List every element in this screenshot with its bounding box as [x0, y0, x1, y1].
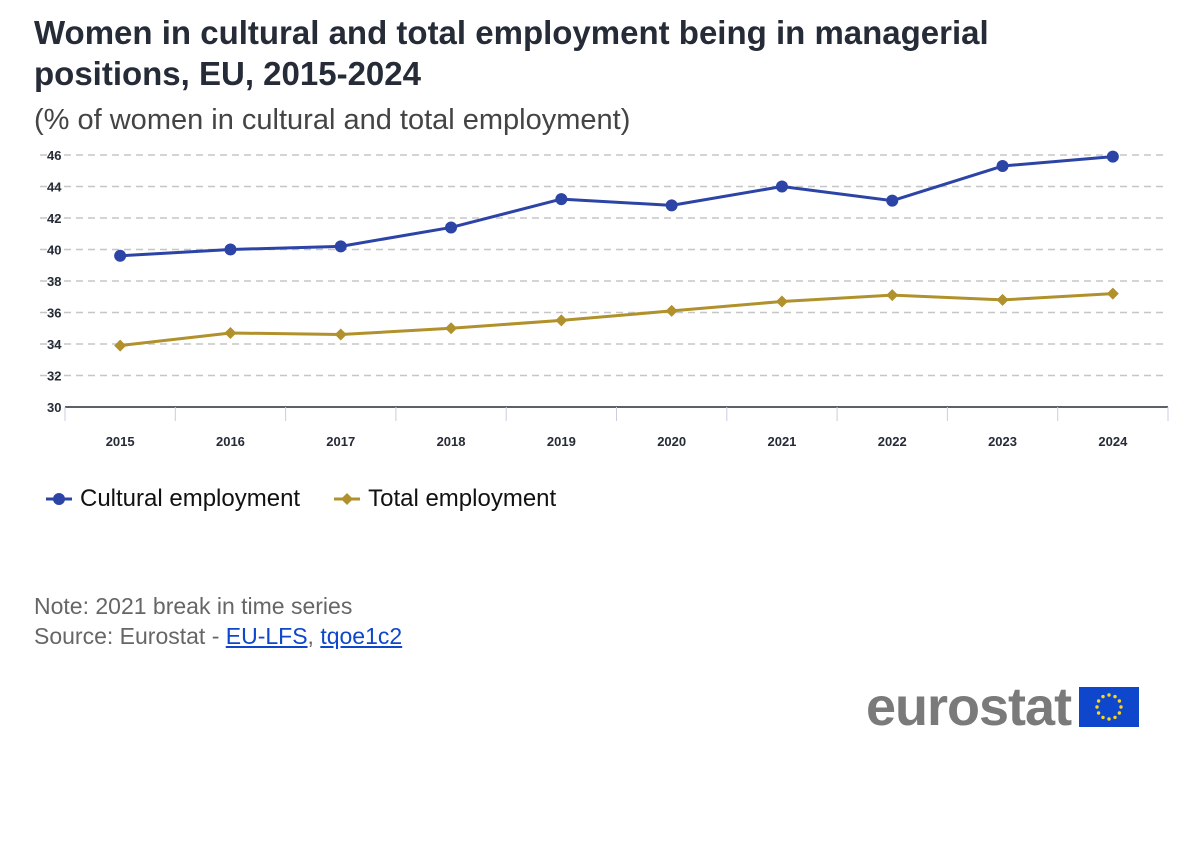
y-tick-label: 34 [47, 337, 62, 352]
source-separator: , [307, 623, 321, 649]
flag-star [1119, 705, 1123, 709]
flag-star [1101, 715, 1105, 720]
y-tick-label: 40 [47, 243, 61, 258]
legend-item-total[interactable]: Total employment [334, 485, 556, 513]
x-tick-label: 2023 [988, 434, 1017, 449]
flag-star [1107, 717, 1111, 721]
x-tick-label: 2019 [547, 434, 576, 449]
x-tick-label: 2024 [1098, 434, 1128, 449]
eu-lfs-link[interactable]: EU-LFS [225, 623, 308, 649]
data-point-total [224, 326, 237, 339]
flag-star [1095, 705, 1099, 709]
series-line-total [119, 292, 1113, 348]
eurostat-logo: eurostat [866, 677, 1140, 737]
x-tick-label: 2022 [878, 434, 907, 449]
data-point-cultural [996, 160, 1009, 173]
data-point-total [555, 314, 568, 327]
y-tick-label: 30 [47, 400, 61, 415]
data-point-total [114, 339, 127, 352]
note-text: Note: 2021 break in time series [34, 593, 353, 619]
y-tick-label: 42 [47, 211, 61, 226]
logo-text: eurostat [866, 677, 1072, 737]
y-tick-label: 38 [47, 274, 61, 289]
x-tick-label: 2016 [216, 434, 245, 449]
dataset-link[interactable]: tqoe1c2 [320, 623, 403, 649]
flag-star [1101, 694, 1105, 699]
data-point-cultural [224, 243, 237, 256]
flag-star [1117, 699, 1122, 703]
eu-flag-icon [1079, 687, 1140, 727]
x-tick-label: 2018 [437, 434, 466, 449]
chart-legend: Cultural employment Total employment [46, 482, 590, 516]
series-line-cultural [120, 155, 1113, 258]
data-point-cultural [1106, 150, 1119, 163]
flag-star [1096, 711, 1101, 715]
data-point-total [665, 304, 678, 317]
flag-star [1113, 715, 1117, 720]
y-tick-label: 44 [47, 180, 62, 195]
data-point-total [886, 289, 899, 302]
data-point-cultural [886, 194, 899, 207]
legend-item-cultural[interactable]: Cultural employment [46, 485, 300, 513]
data-point-total [1106, 287, 1119, 300]
x-tick-label: 2017 [326, 434, 355, 449]
data-point-cultural [334, 240, 347, 253]
flag-star [1107, 693, 1111, 697]
chart-notes: Note: 2021 break in time series Source: … [34, 591, 402, 651]
data-point-total [775, 295, 788, 308]
data-point-cultural [445, 221, 458, 234]
chart-title: Women in cultural and total employment b… [34, 14, 989, 92]
data-point-total [445, 322, 458, 335]
chart-subtitle: (% of women in cultural and total employ… [34, 104, 631, 136]
flag-star [1113, 694, 1117, 699]
y-tick-label: 36 [47, 306, 61, 321]
data-point-cultural [555, 193, 568, 206]
data-point-total [334, 328, 347, 341]
x-tick-label: 2020 [657, 434, 686, 449]
legend-label-cultural: Cultural employment [80, 485, 301, 512]
flag-star [1117, 711, 1122, 715]
x-tick-label: 2015 [106, 434, 135, 449]
y-tick-label: 32 [47, 369, 61, 384]
data-point-cultural [114, 249, 127, 262]
x-tick-label: 2021 [767, 434, 796, 449]
y-tick-label: 46 [47, 148, 61, 163]
line-chart: 30 32 34 36 38 40 42 44 46 2015 2016 2017 2018 2019 20… [40, 148, 1169, 449]
data-point-cultural [665, 199, 678, 212]
data-point-cultural [775, 180, 788, 193]
data-point-total [996, 293, 1009, 306]
source-line: Source: Eurostat - EU-LFS, tqoe1c2 [34, 621, 402, 651]
circle-marker-icon [46, 493, 72, 505]
legend-label-total: Total employment [368, 485, 557, 512]
source-prefix: Source: Eurostat - [34, 623, 226, 649]
flag-star [1096, 699, 1101, 703]
diamond-marker-icon [334, 493, 361, 505]
